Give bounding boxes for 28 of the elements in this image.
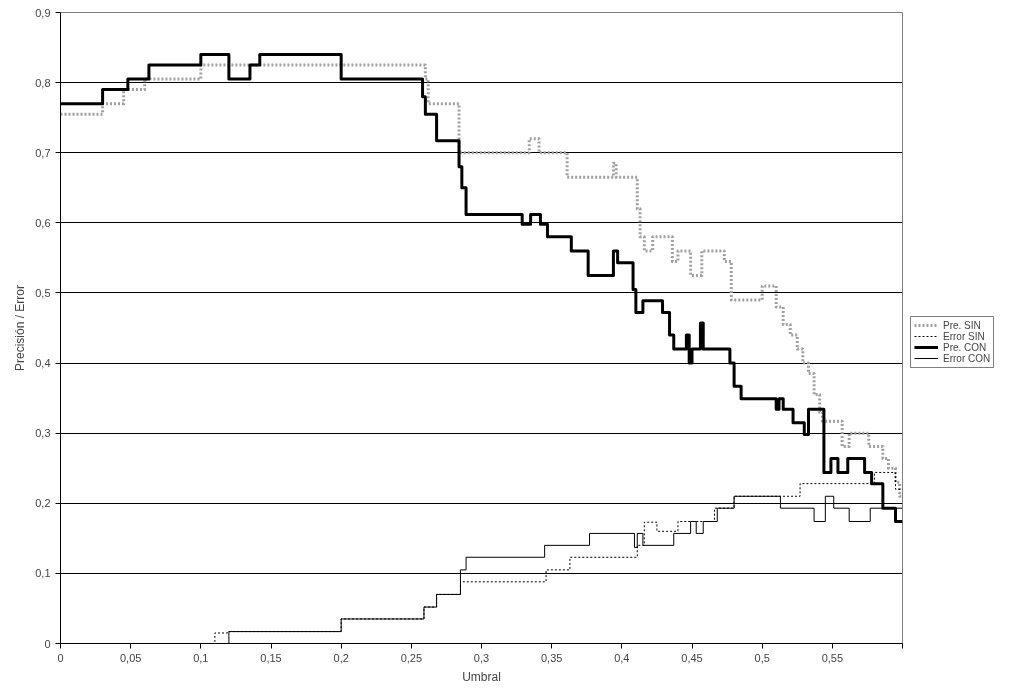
y-axis-title: Precisión / Error — [13, 284, 28, 372]
legend-label: Error SIN — [943, 330, 985, 342]
y-tick-label: 0,4 — [35, 357, 51, 370]
y-tick-label: 0,9 — [35, 6, 51, 19]
y-tick-label: 0,2 — [35, 497, 51, 510]
x-tick-label: 0,1 — [193, 651, 209, 664]
x-tick-label: 0,05 — [119, 651, 142, 664]
legend-label: Pre. CON — [943, 341, 987, 353]
x-tick-label: 0,3 — [473, 651, 490, 664]
y-tick-label: 0,5 — [35, 286, 51, 299]
y-tick-label: 0,7 — [35, 146, 51, 159]
legend-label: Pre. SIN — [943, 319, 981, 331]
x-tick-label: 0,45 — [681, 651, 703, 664]
x-axis-title: Umbral — [462, 669, 501, 684]
y-tick-label: 0 — [44, 637, 51, 650]
y-tick-label: 0,6 — [35, 216, 51, 229]
x-tick-label: 0,5 — [754, 651, 770, 664]
x-tick-label: 0,15 — [260, 651, 282, 664]
y-tick-label: 0,3 — [35, 427, 51, 440]
y-tick-label: 0,8 — [35, 76, 51, 89]
x-tick-label: 0,35 — [540, 651, 563, 664]
x-tick-label: 0,55 — [821, 651, 844, 664]
y-tick-label: 0,1 — [35, 567, 51, 580]
x-tick-label: 0,4 — [614, 651, 630, 664]
x-tick-label: 0,25 — [400, 651, 423, 664]
x-tick-label: 0 — [57, 651, 64, 664]
legend-label: Error CON — [943, 352, 991, 364]
x-tick-label: 0,2 — [333, 651, 349, 664]
